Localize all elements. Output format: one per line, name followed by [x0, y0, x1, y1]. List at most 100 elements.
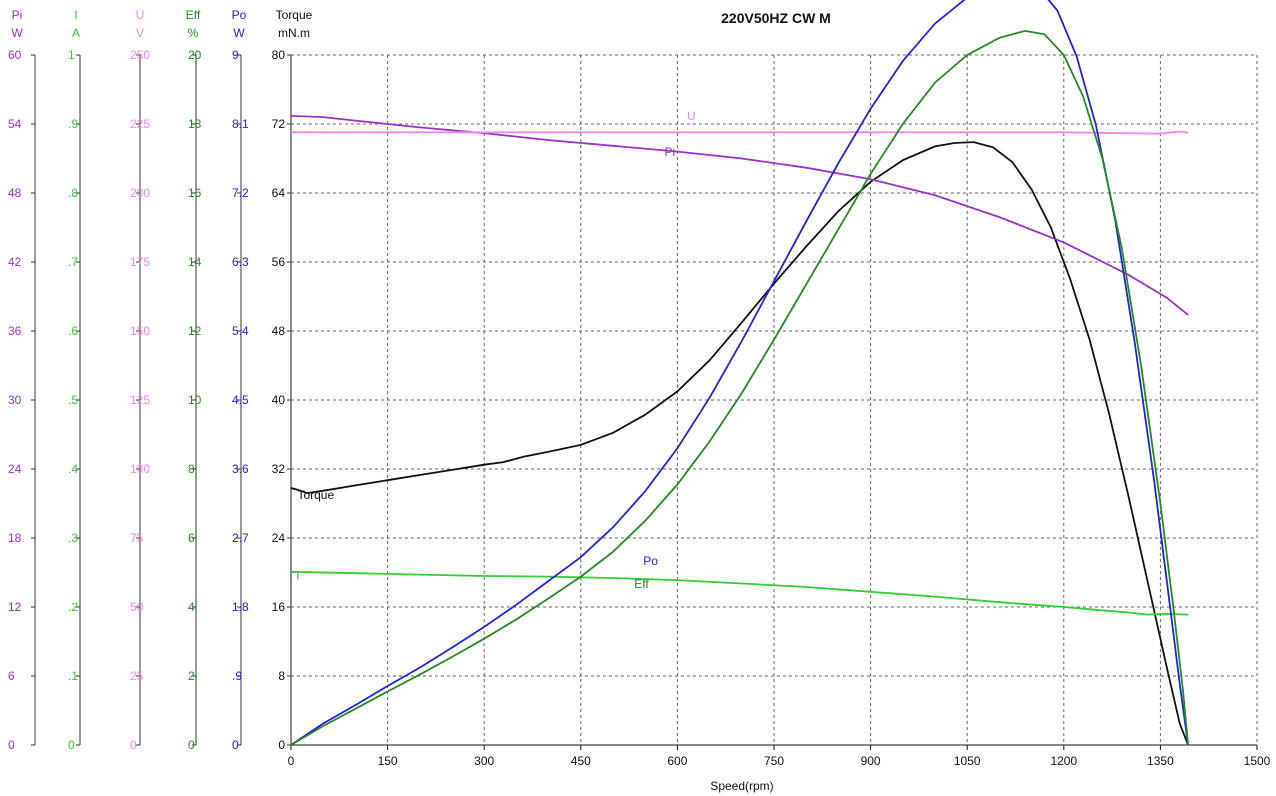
- tick-label-eff: 12: [188, 324, 202, 338]
- tick-label-i: .6: [68, 324, 78, 338]
- tick-label-torque: 24: [272, 531, 286, 545]
- tick-label-torque: 56: [272, 255, 286, 269]
- chart-title: 220V50HZ CW M: [721, 10, 831, 26]
- tick-label-po: 5.4: [232, 324, 249, 338]
- x-tick-label: 1500: [1244, 754, 1271, 768]
- grid-layer: [291, 54, 1258, 745]
- series-label-pi: Pi: [665, 145, 676, 159]
- tick-label-pi: 48: [8, 186, 22, 200]
- tick-label-u: 25: [130, 669, 144, 683]
- series-label-torque: Torque: [297, 488, 334, 502]
- series-po: [290, 0, 1189, 746]
- series-pi: [290, 115, 1189, 316]
- axis-unit-u: V: [136, 26, 144, 40]
- x-tick-label: 1200: [1050, 754, 1077, 768]
- tick-label-po: 4.5: [232, 393, 249, 407]
- x-tick-label: 450: [571, 754, 591, 768]
- tick-label-u: 175: [130, 255, 150, 269]
- tick-label-u: 75: [130, 531, 144, 545]
- axis-name-torque: Torque: [276, 8, 313, 22]
- tick-label-po: 8.1: [232, 117, 249, 131]
- axes-layer: PiW06121824303642485460IA0.1.2.3.4.5.6.7…: [8, 8, 1271, 768]
- tick-label-pi: 30: [8, 393, 22, 407]
- tick-label-u: 100: [130, 462, 150, 476]
- x-tick-label: 300: [474, 754, 494, 768]
- series-torque: [290, 141, 1189, 746]
- series-label-eff: Eff: [634, 577, 649, 591]
- tick-label-eff: 8: [188, 462, 195, 476]
- tick-label-i: .9: [68, 117, 78, 131]
- x-tick-label: 600: [667, 754, 687, 768]
- tick-label-torque: 16: [272, 600, 286, 614]
- tick-label-torque: 80: [272, 48, 286, 62]
- x-tick-label: 150: [378, 754, 398, 768]
- tick-label-u: 225: [130, 117, 150, 131]
- tick-label-eff: 10: [188, 393, 202, 407]
- tick-label-pi: 0: [8, 738, 15, 752]
- tick-label-torque: 64: [272, 186, 286, 200]
- series-layer: [290, 0, 1189, 746]
- axis-name-po: Po: [232, 8, 247, 22]
- tick-label-torque: 32: [272, 462, 286, 476]
- tick-label-po: .9: [232, 669, 242, 683]
- tick-label-u: 150: [130, 324, 150, 338]
- tick-label-u: 200: [130, 186, 150, 200]
- axis-unit-pi: W: [11, 26, 23, 40]
- tick-label-u: 125: [130, 393, 150, 407]
- tick-label-po: 6.3: [232, 255, 249, 269]
- tick-label-pi: 6: [8, 669, 15, 683]
- tick-label-i: .5: [68, 393, 78, 407]
- tick-label-i: .7: [68, 255, 78, 269]
- tick-label-eff: 4: [188, 600, 195, 614]
- series-eff: [290, 29, 1189, 746]
- x-tick-label: 750: [764, 754, 784, 768]
- tick-label-u: 50: [130, 600, 144, 614]
- tick-label-i: .8: [68, 186, 78, 200]
- axis-unit-po: W: [233, 26, 245, 40]
- tick-label-i: 1: [68, 48, 75, 62]
- tick-label-po: 3.6: [232, 462, 249, 476]
- tick-label-eff: 2: [188, 669, 195, 683]
- tick-label-i: .2: [68, 600, 78, 614]
- tick-label-i: .3: [68, 531, 78, 545]
- axis-name-eff: Eff: [186, 8, 201, 22]
- tick-label-i: 0: [68, 738, 75, 752]
- tick-label-torque: 0: [278, 738, 285, 752]
- axis-unit-eff: %: [188, 26, 199, 40]
- x-axis-label: Speed(rpm): [710, 779, 773, 793]
- tick-label-po: 2.7: [232, 531, 249, 545]
- axis-name-pi: Pi: [12, 8, 23, 22]
- tick-label-pi: 42: [8, 255, 22, 269]
- tick-label-eff: 16: [188, 186, 202, 200]
- axis-name-i: I: [74, 8, 77, 22]
- tick-label-i: .1: [68, 669, 78, 683]
- labels-layer: Torque Pi U I Po Eff: [296, 109, 696, 591]
- series-u: [291, 130, 1189, 135]
- tick-label-torque: 72: [272, 117, 286, 131]
- tick-label-po: 0: [232, 738, 239, 752]
- x-tick-label: 900: [861, 754, 881, 768]
- series-label-i: I: [296, 568, 299, 582]
- tick-label-pi: 24: [8, 462, 22, 476]
- tick-label-torque: 48: [272, 324, 286, 338]
- tick-label-u: 250: [130, 48, 150, 62]
- x-tick-label: 0: [288, 754, 295, 768]
- tick-label-torque: 40: [272, 393, 286, 407]
- tick-label-pi: 54: [8, 117, 22, 131]
- x-tick-label: 1350: [1147, 754, 1174, 768]
- series-i: [290, 570, 1189, 616]
- series-label-po: Po: [643, 554, 658, 568]
- tick-label-torque: 8: [278, 669, 285, 683]
- tick-label-eff: 6: [188, 531, 195, 545]
- tick-label-eff: 0: [188, 738, 195, 752]
- tick-label-pi: 18: [8, 531, 22, 545]
- x-tick-label: 1050: [954, 754, 981, 768]
- tick-label-eff: 18: [188, 117, 202, 131]
- tick-label-eff: 20: [188, 48, 202, 62]
- tick-label-i: .4: [68, 462, 78, 476]
- axis-unit-i: A: [72, 26, 80, 40]
- tick-label-pi: 36: [8, 324, 22, 338]
- tick-label-u: 0: [130, 738, 137, 752]
- tick-label-po: 9: [232, 48, 239, 62]
